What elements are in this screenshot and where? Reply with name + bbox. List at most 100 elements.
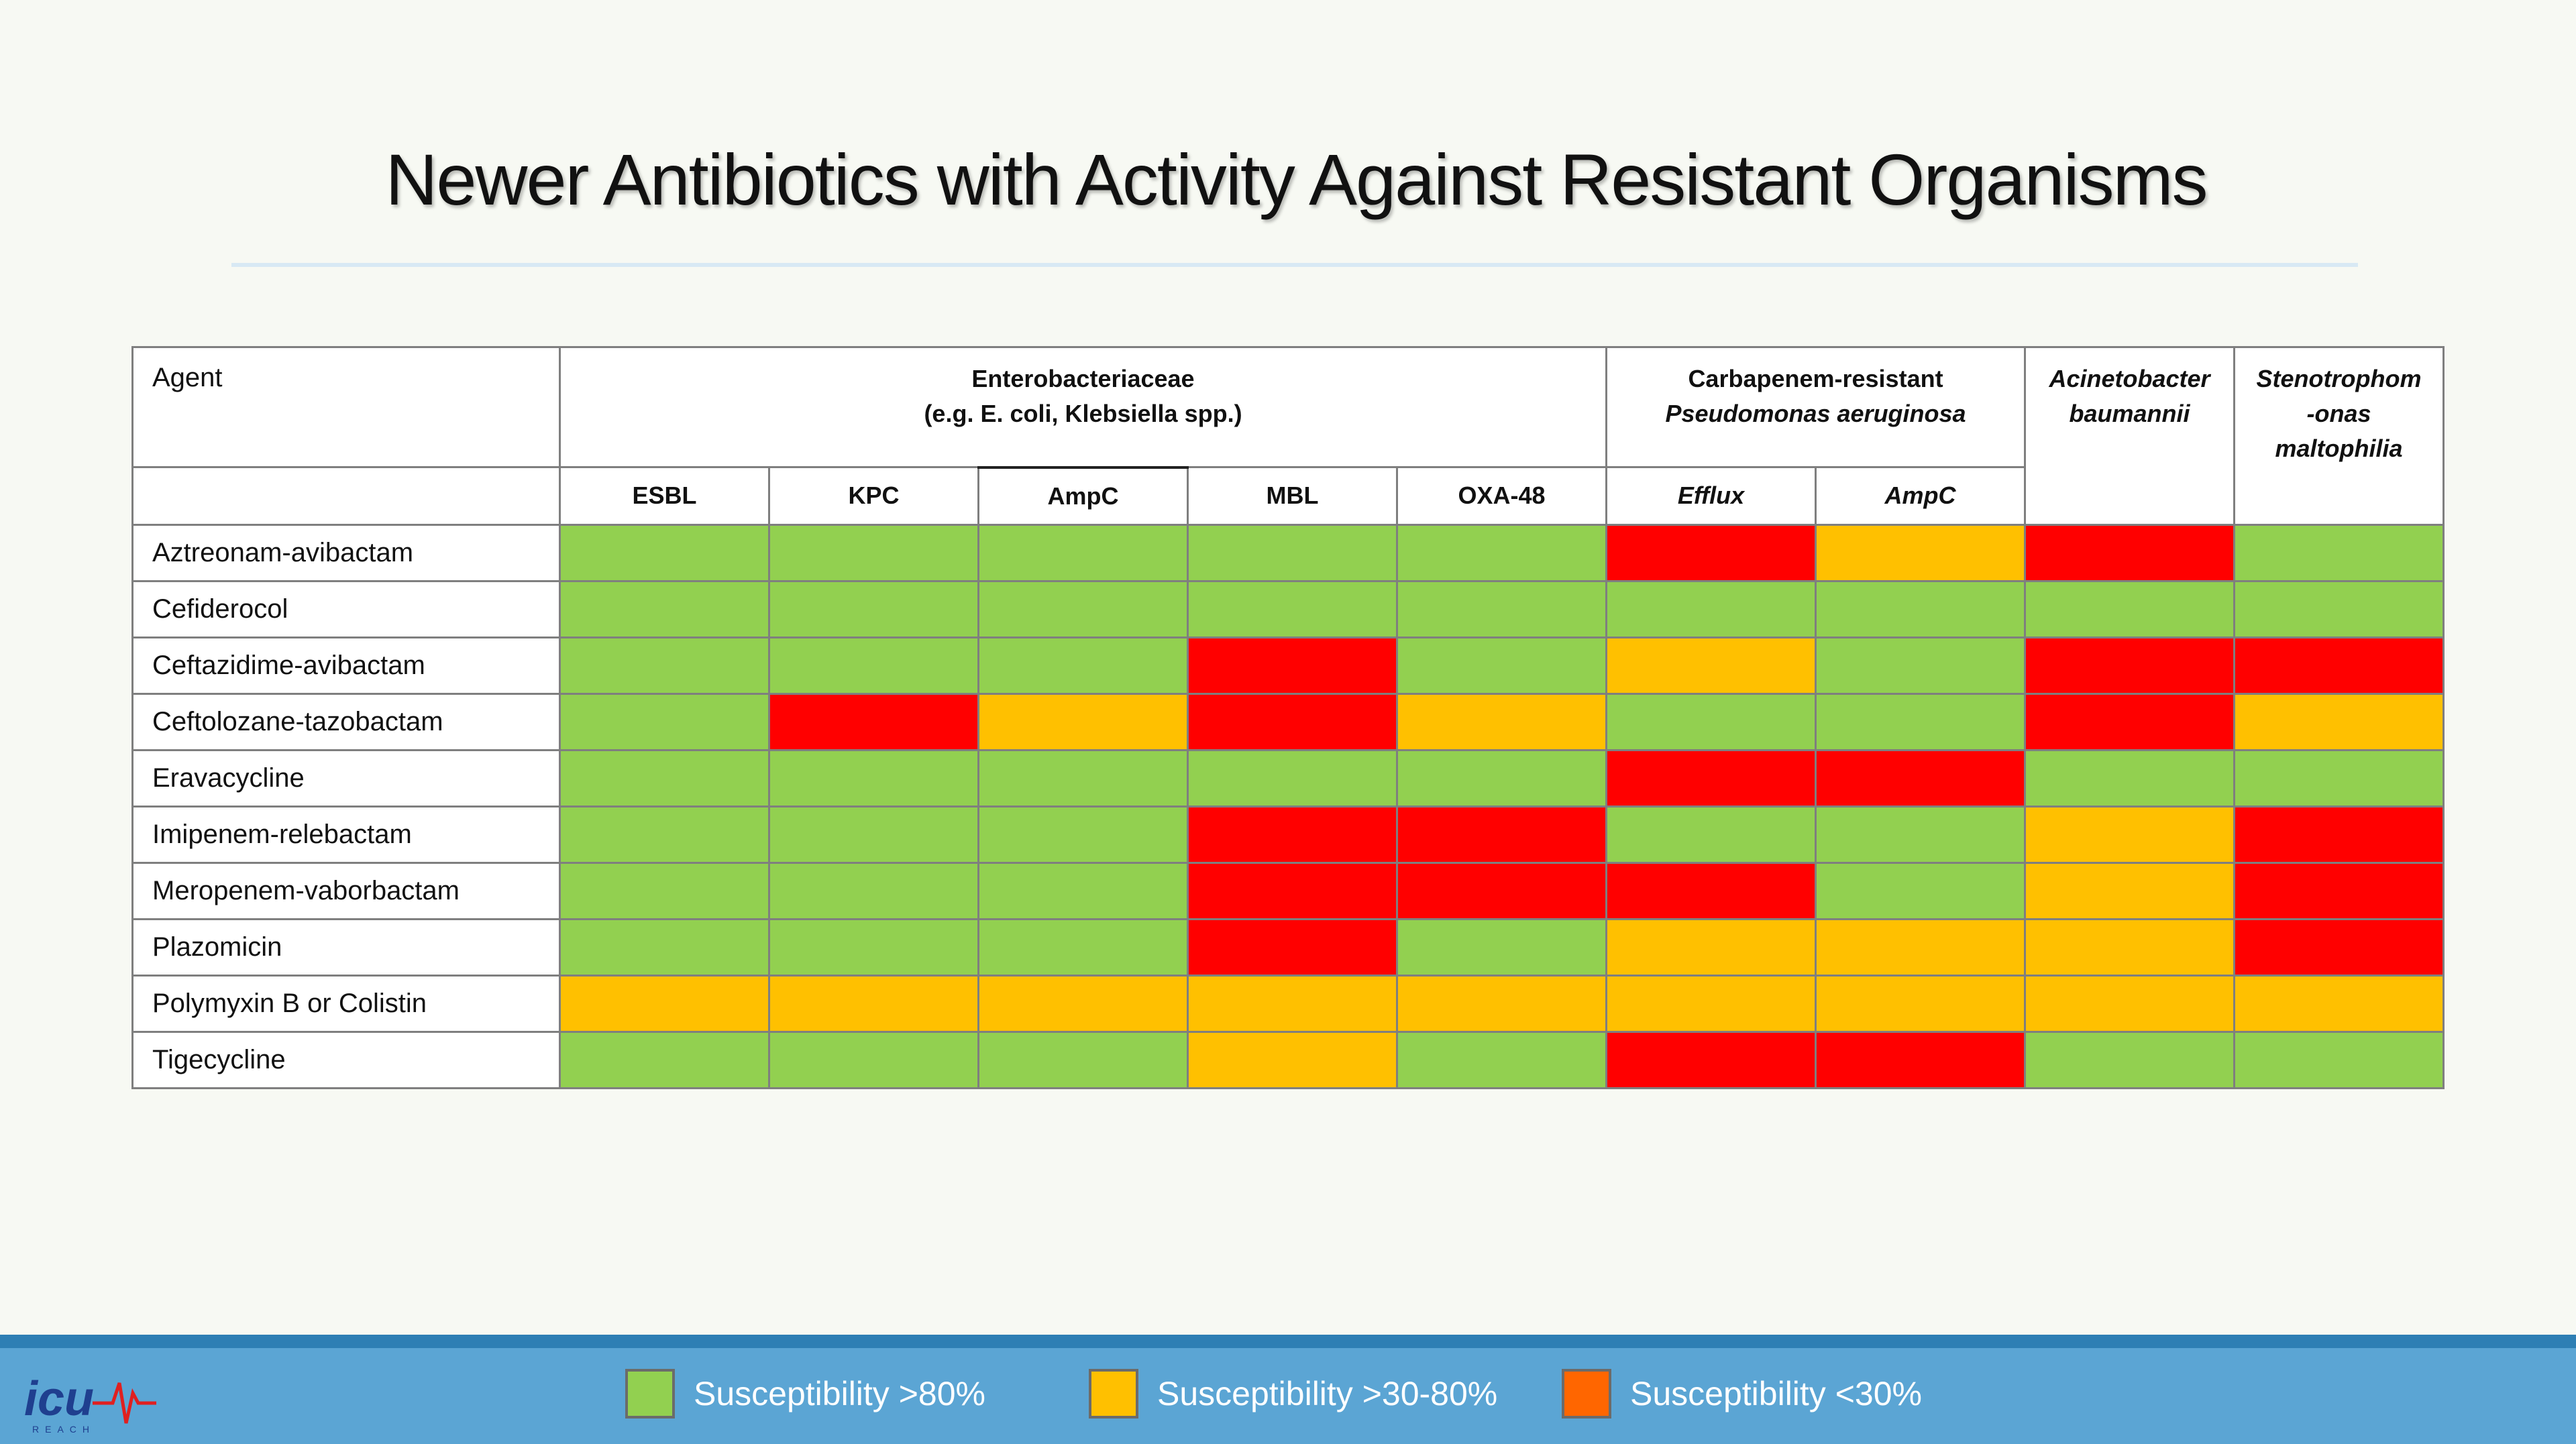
stenotrophomonas-header: Stenotrophom -onas maltophilia (2233, 346, 2445, 526)
susceptibility-cell (2024, 805, 2236, 864)
mechanism-kpc: KPC (768, 466, 979, 526)
legend-item-high: Susceptibility >80% (625, 1367, 985, 1421)
susceptibility-cell (1187, 748, 1398, 808)
table-row: Plazomicin (131, 918, 2445, 977)
mechanism-ampc-entero: AmpC (977, 465, 1189, 526)
susceptibility-cell (768, 523, 979, 582)
susceptibility-cell (1605, 1030, 1817, 1089)
susceptibility-cell (559, 805, 770, 864)
susceptibility-cell (1395, 523, 1608, 582)
susceptibility-cell (1187, 523, 1398, 582)
slide-title: Newer Antibiotics with Activity Against … (385, 139, 2208, 220)
table-row: Cefiderocol (131, 579, 2445, 638)
susceptibility-cell (977, 974, 1189, 1033)
susceptibility-cell (1395, 861, 1608, 920)
susceptibility-cell (2024, 523, 2236, 582)
susceptibility-cell (1187, 692, 1398, 751)
susceptibility-cell (2233, 748, 2445, 808)
susceptibility-cell (768, 579, 979, 638)
enterobacteriaceae-header: Enterobacteriaceae (e.g. E. coli, Klebsi… (558, 346, 1608, 468)
susceptibility-cell (559, 918, 770, 977)
susceptibility-cell (1187, 974, 1398, 1033)
agent-name: Cefiderocol (131, 579, 561, 638)
table-row: Aztreonam-avibactam (131, 523, 2445, 582)
susceptibility-cell (2024, 692, 2236, 751)
susceptibility-cell (768, 748, 979, 808)
susceptibility-cell (2233, 805, 2445, 864)
susceptibility-cell (559, 748, 770, 808)
susceptibility-cell (559, 579, 770, 638)
susceptibility-cell (1815, 974, 2027, 1033)
susceptibility-cell (768, 861, 979, 920)
susceptibility-cell (559, 974, 770, 1033)
susceptibility-cell (768, 636, 979, 695)
susceptibility-cell (1187, 861, 1398, 920)
susceptibility-cell (768, 974, 979, 1033)
enterobacteriaceae-title: Enterobacteriaceae (971, 365, 1195, 392)
susceptibility-cell (2024, 974, 2236, 1033)
mechanism-mbl: MBL (1187, 466, 1398, 526)
agent-column-header: Agent (131, 346, 561, 468)
susceptibility-cell (2024, 918, 2236, 977)
susceptibility-cell (2024, 1030, 2236, 1089)
pseudomonas-header: Carbapenem-resistant Pseudomonas aerugin… (1605, 346, 2027, 468)
susceptibility-cell (1187, 918, 1398, 977)
susceptibility-cell (1187, 579, 1398, 638)
footer-bar: icu REACH Susceptibility >80% Susceptibi… (0, 1348, 2576, 1444)
susceptibility-cell (2024, 579, 2236, 638)
susceptibility-cell (768, 805, 979, 864)
legend-item-medium: Susceptibility >30-80% (1089, 1367, 1497, 1421)
susceptibility-cell (977, 523, 1189, 582)
table-row: Imipenem-relebactam (131, 805, 2445, 864)
susceptibility-cell (2233, 636, 2445, 695)
susceptibility-cell (2233, 1030, 2445, 1089)
susceptibility-cell (1815, 805, 2027, 864)
susceptibility-cell (559, 1030, 770, 1089)
legend-swatch-low (1562, 1369, 1611, 1419)
logo-text: icu (24, 1372, 94, 1426)
susceptibility-cell (2024, 861, 2236, 920)
agent-name: Ceftazidime-avibactam (131, 636, 561, 695)
susceptibility-cell (2233, 974, 2445, 1033)
susceptibility-cell (977, 748, 1189, 808)
susceptibility-cell (1395, 805, 1608, 864)
pseudomonas-species: Pseudomonas aeruginosa (1665, 400, 1966, 427)
agent-name: Meropenem-vaborbactam (131, 861, 561, 920)
agent-subheader-blank (131, 466, 561, 526)
susceptibility-cell (2233, 692, 2445, 751)
table-row: Meropenem-vaborbactam (131, 861, 2445, 920)
susceptibility-cell (768, 692, 979, 751)
legend-swatch-medium (1089, 1369, 1138, 1419)
susceptibility-cell (1605, 918, 1817, 977)
susceptibility-cell (1605, 861, 1817, 920)
susceptibility-cell (768, 1030, 979, 1089)
susceptibility-cell (1187, 636, 1398, 695)
susceptibility-cell (2233, 579, 2445, 638)
susceptibility-cell (1815, 861, 2027, 920)
agent-name: Ceftolozane-tazobactam (131, 692, 561, 751)
susceptibility-cell (977, 805, 1189, 864)
susceptibility-cell (1395, 918, 1608, 977)
susceptibility-cell (1815, 579, 2027, 638)
susceptibility-cell (977, 692, 1189, 751)
logo-subtext: REACH (32, 1424, 95, 1435)
table-row: Eravacycline (131, 748, 2445, 808)
susceptibility-cell (1395, 748, 1608, 808)
agent-name: Tigecycline (131, 1030, 561, 1089)
mechanism-esbl: ESBL (559, 466, 770, 526)
legend-swatch-high (625, 1369, 675, 1419)
susceptibility-cell (977, 1030, 1189, 1089)
susceptibility-cell (1815, 636, 2027, 695)
table-row: Ceftolozane-tazobactam (131, 692, 2445, 751)
susceptibility-cell (2024, 636, 2236, 695)
susceptibility-cell (1815, 523, 2027, 582)
susceptibility-cell (1605, 748, 1817, 808)
susceptibility-cell (977, 579, 1189, 638)
legend-label-high: Susceptibility >80% (694, 1375, 985, 1412)
legend-label-low: Susceptibility <30% (1630, 1375, 1922, 1412)
susceptibility-cell (2233, 523, 2445, 582)
header-row-groups: Agent Enterobacteriaceae (e.g. E. coli, … (131, 346, 2445, 526)
susceptibility-cell (1815, 918, 2027, 977)
acinetobacter-line1: Acinetobacter (2049, 365, 2210, 392)
susceptibility-cell (1815, 692, 2027, 751)
